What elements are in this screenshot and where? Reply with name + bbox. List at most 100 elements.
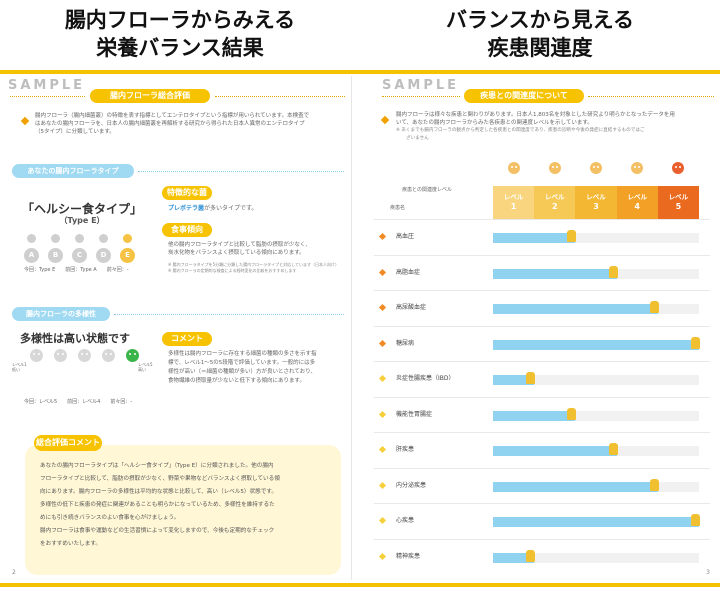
type-circle-e: E — [120, 248, 135, 263]
type-pill: あなたの腸内フローラタイプ — [12, 164, 134, 178]
disease-name: 高尿酸血症 — [396, 304, 427, 311]
section-pill: 腸内フローラ総合評価 — [90, 89, 210, 103]
level-face-icon-3 — [590, 162, 602, 174]
summary-pill: 総合評価コメント — [34, 435, 102, 451]
orange-diamond-icon — [378, 339, 387, 347]
level-number: 3 — [593, 202, 599, 211]
disease-name: 内分泌疾患 — [396, 481, 427, 489]
level-bar-track — [493, 301, 699, 314]
level-column-3: レベル 3 — [575, 186, 617, 219]
level-bar-track — [493, 265, 699, 279]
level-label: レベル — [668, 193, 689, 201]
level-bar-track — [493, 407, 699, 421]
yellow-diamond-icon — [378, 481, 387, 489]
level-label: レベル — [627, 193, 647, 201]
disease-name: 機能性胃腸症 — [396, 410, 433, 418]
level-label: レベル — [545, 193, 565, 201]
level-bar-fill — [493, 410, 576, 421]
person-head-icon — [123, 234, 132, 243]
food-note: ※ 腸内フローラタイプを5分類に分類した腸内フローラタイプと対応しています（日本… — [168, 262, 340, 273]
disease-row: 機能性胃腸症 — [374, 396, 710, 431]
intro-text: 腸内フローラは様々な疾患と関わりがあります。日本人1,803名を対象とした研究よ… — [396, 112, 675, 141]
level-bar-track — [493, 549, 699, 563]
level-bar-fill — [493, 552, 535, 563]
page-number: 2 — [12, 569, 16, 576]
disease-row: 高尿酸血症 — [374, 290, 710, 324]
diversity-face-icon-4 — [102, 349, 115, 362]
right-page: SAMPLE 疾患との関連度について 腸内フローラは様々な疾患と関わりがあります… — [368, 76, 720, 580]
divider — [114, 314, 344, 315]
feature-pill: 特徴的な菌 — [162, 186, 212, 200]
level-face-icon-2 — [548, 162, 561, 174]
level-number: 2 — [551, 202, 558, 211]
diamond-icon — [20, 116, 30, 126]
level-bar-fill — [493, 339, 699, 350]
level-bar-track — [493, 230, 699, 243]
level-bar-fill — [493, 446, 617, 456]
level-marker-icon — [608, 265, 618, 278]
sample-watermark: SAMPLE — [382, 78, 460, 93]
disease-name: 高血圧 — [396, 233, 415, 240]
diversity-high-label: レベル5 高い — [138, 362, 153, 372]
person-head-icon — [99, 234, 108, 243]
type-code: （Type E） — [59, 216, 105, 225]
disease-name: 炎症性腸疾患（IBD） — [396, 375, 455, 382]
level-number: 5 — [675, 202, 682, 211]
level-marker-icon — [526, 372, 536, 384]
divider — [10, 96, 85, 97]
level-bar-fill — [493, 233, 576, 243]
level-column-4: レベル 4 — [616, 186, 658, 219]
left-page: SAMPLE 腸内フローラ総合評価 腸内フローラ（腸内細菌叢）の特徴を表す指標と… — [0, 76, 352, 580]
comment-pill: コメント — [162, 332, 212, 346]
level-marker-icon — [649, 478, 659, 491]
right-heading-line1: バランスから見える — [446, 8, 634, 32]
person-head-icon — [75, 234, 84, 243]
disease-row: 精神疾患 — [374, 538, 710, 573]
disease-name: 高脂血症 — [396, 268, 421, 276]
sample-watermark: SAMPLE — [8, 78, 86, 93]
disease-column-label: 疾患名 — [390, 205, 406, 211]
level-face-icon-5 — [672, 162, 685, 174]
type-history: 今回：Type E 前回：Type A 前々回：- — [24, 267, 129, 273]
level-marker-icon — [526, 549, 536, 562]
bottom-yellow-rule — [0, 583, 720, 587]
disease-row: 糖尿病 — [374, 325, 710, 360]
diversity-face-icon-2 — [54, 349, 67, 362]
level-bar-fill — [493, 481, 658, 492]
summary-text: あなたの腸内フローラタイプは「ヘルシー食タイプ」（Type E）に分類されました… — [40, 463, 280, 547]
level-number: 1 — [510, 202, 517, 211]
orange-diamond-icon — [378, 232, 387, 241]
type-name: 「ヘルシー食タイプ」 — [22, 202, 143, 216]
yellow-diamond-icon — [378, 516, 387, 525]
level-bar-fill — [493, 304, 658, 314]
disease-name: 肝疾患 — [396, 446, 415, 453]
level-bar-fill — [493, 375, 535, 385]
disease-row: 炎症性腸疾患（IBD） — [374, 361, 710, 395]
section-pill: 疾患との関連度について — [464, 89, 584, 103]
level-label: レベル — [586, 193, 606, 201]
person-head-icon — [51, 234, 60, 243]
disease-row: 高脂血症 — [374, 254, 710, 289]
level-bar-fill — [493, 268, 617, 279]
divider — [588, 96, 714, 97]
level-marker-icon — [649, 301, 659, 313]
diversity-title: 多様性は高い状態です — [20, 332, 130, 345]
level-marker-icon — [567, 407, 577, 420]
type-circle-a: A — [24, 248, 39, 263]
disease-name: 精神疾患 — [396, 552, 421, 560]
level-marker-icon — [691, 336, 700, 349]
orange-diamond-icon — [378, 303, 387, 312]
page-number: 3 — [706, 569, 710, 576]
level-number: 4 — [634, 202, 640, 211]
type-circle-d: D — [96, 248, 111, 263]
left-heading-line1: 腸内フローラからみえる — [64, 8, 296, 32]
level-bar-track — [493, 443, 699, 456]
disease-row: 肝疾患 — [374, 432, 710, 466]
level-marker-icon — [567, 230, 577, 242]
level-face-icon-1 — [507, 162, 520, 174]
left-heading-line2: 栄養バランス結果 — [96, 36, 264, 60]
diamond-icon — [380, 115, 390, 125]
level-bar-track — [493, 336, 700, 350]
level-bar-fill — [493, 517, 699, 527]
disease-row: 高血圧 — [374, 219, 710, 253]
